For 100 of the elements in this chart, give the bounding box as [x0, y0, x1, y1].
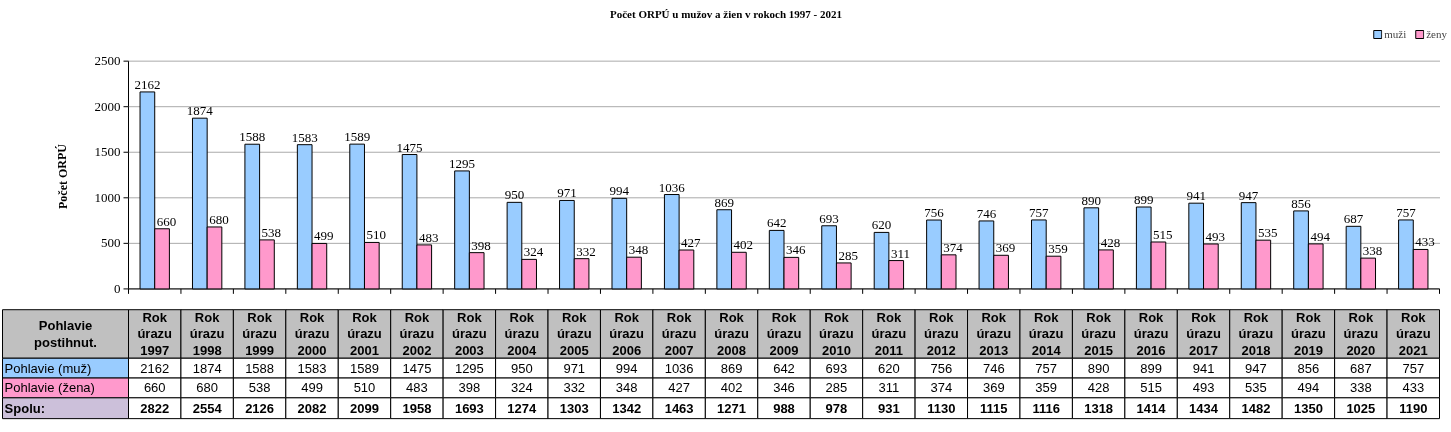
data-label: 869: [720, 360, 743, 376]
x-tick-label: Rok úrazu 2008: [714, 309, 749, 358]
x-tick-label: Rok úrazu 2020: [1343, 309, 1379, 358]
annotation: 338: [1362, 243, 1383, 259]
data-label: 660: [143, 380, 166, 396]
annotation: 941: [1186, 188, 1206, 204]
data-label: 941: [1192, 360, 1215, 376]
annotation: 428: [1100, 234, 1121, 250]
text: Pohlavie postihnut.: [34, 318, 97, 350]
x-tick-label: Rok úrazu 2017: [1186, 309, 1221, 358]
text: Pohlavie (žena): [4, 380, 95, 396]
text: 2099: [350, 400, 379, 416]
x-tick-label: Rok úrazu 2007: [661, 309, 697, 358]
data-label: 746: [982, 360, 1005, 376]
y-axis-title: Počet ORPÚ: [55, 143, 70, 210]
x-tick-label: Rok úrazu 2011: [871, 309, 907, 358]
annotation: 947: [1238, 187, 1259, 203]
annotation: 687: [1343, 211, 1364, 227]
text: 1303: [559, 400, 589, 416]
data-label: 757: [1402, 360, 1425, 376]
annotation: 756: [924, 205, 945, 221]
data-label: 311: [878, 380, 900, 396]
data-label: 510: [353, 380, 376, 396]
text: 1271: [717, 400, 747, 416]
annotation: 869: [714, 194, 734, 210]
data-label: 1874: [192, 360, 222, 376]
text: 1958: [402, 400, 432, 416]
data-label: 398: [458, 380, 481, 396]
text: 978: [825, 400, 848, 416]
legend-label: muži: [1384, 28, 1407, 40]
text: 1414: [1136, 400, 1167, 416]
annotation: 899: [1133, 192, 1154, 207]
data-label: 757: [1035, 360, 1058, 376]
text: Spolu:: [4, 400, 46, 416]
text: 1190: [1399, 400, 1428, 416]
text: 2082: [297, 400, 327, 416]
annotation: 493: [1205, 228, 1226, 244]
text: 1350: [1293, 400, 1323, 416]
annotation: 369: [995, 240, 1016, 256]
y-tick-label: 1500: [94, 144, 121, 160]
annotation: 1036: [658, 179, 686, 195]
text: 1130: [927, 400, 956, 416]
annotation: 680: [209, 211, 229, 227]
text: 2554: [192, 400, 223, 416]
annotation: 494: [1310, 228, 1331, 244]
x-tick-label: Rok úrazu 1997: [137, 309, 173, 358]
data-label: 346: [773, 380, 795, 396]
annotation: 374: [943, 239, 964, 255]
text: 2822: [140, 400, 170, 416]
text: 1463: [664, 400, 694, 416]
annotation: 642: [766, 215, 787, 231]
x-tick-label: Rok úrazu 1998: [189, 309, 225, 358]
data-label: 680: [196, 380, 219, 396]
text: 1434: [1189, 400, 1219, 416]
annotation: 535: [1257, 225, 1278, 241]
data-label: 947: [1245, 360, 1267, 376]
data-label: 332: [563, 380, 586, 396]
data-label: 494: [1297, 380, 1320, 396]
annotation: 324: [523, 244, 544, 260]
annotation: 538: [261, 224, 282, 240]
annotation: 2162: [134, 76, 161, 92]
annotation: 1874: [186, 103, 214, 119]
annotation: 660: [156, 213, 177, 229]
x-tick-label: Rok úrazu 2004: [504, 309, 540, 358]
text: 1274: [507, 400, 538, 416]
x-tick-label: Rok úrazu 2001: [347, 309, 382, 358]
data-label: 856: [1297, 360, 1320, 376]
annotation: 1475: [396, 139, 423, 155]
text: 1482: [1241, 400, 1271, 416]
annotation: 499: [314, 228, 334, 244]
x-tick-label: Rok úrazu 2002: [399, 309, 435, 358]
annotation: 515: [1153, 226, 1173, 242]
x-tick-label: Rok úrazu 2018: [1238, 309, 1274, 358]
data-label: 1588: [245, 360, 275, 376]
annotation: 359: [1048, 241, 1068, 257]
data-label: 402: [720, 380, 743, 396]
text: 988: [773, 400, 795, 416]
x-tick-label: Rok úrazu 2019: [1291, 309, 1326, 358]
data-label: 324: [510, 380, 533, 396]
data-label: 899: [1140, 360, 1162, 376]
x-tick-label: Rok úrazu 2000: [294, 309, 330, 358]
text: 1115: [980, 400, 1008, 416]
data-label: 338: [1349, 380, 1372, 396]
data-label: 1583: [297, 360, 327, 376]
data-label: 499: [301, 380, 323, 396]
data-label: 687: [1349, 360, 1372, 376]
data-label: 2162: [140, 360, 170, 376]
y-tick-label: 2000: [94, 98, 121, 114]
annotation: 311: [890, 245, 910, 261]
text: 931: [878, 400, 900, 416]
x-tick-label: Rok úrazu 2016: [1133, 309, 1169, 358]
annotation: 285: [838, 247, 858, 263]
x-tick-label: Rok úrazu 2014: [1028, 309, 1064, 358]
text: 1342: [612, 400, 642, 416]
y-tick-label: 0: [114, 280, 121, 296]
text: 1116: [1032, 400, 1060, 416]
data-label: 285: [825, 380, 848, 396]
annotation: 346: [786, 242, 806, 258]
annotation: 971: [557, 185, 577, 201]
x-tick-label: Rok úrazu 2021: [1395, 309, 1431, 358]
